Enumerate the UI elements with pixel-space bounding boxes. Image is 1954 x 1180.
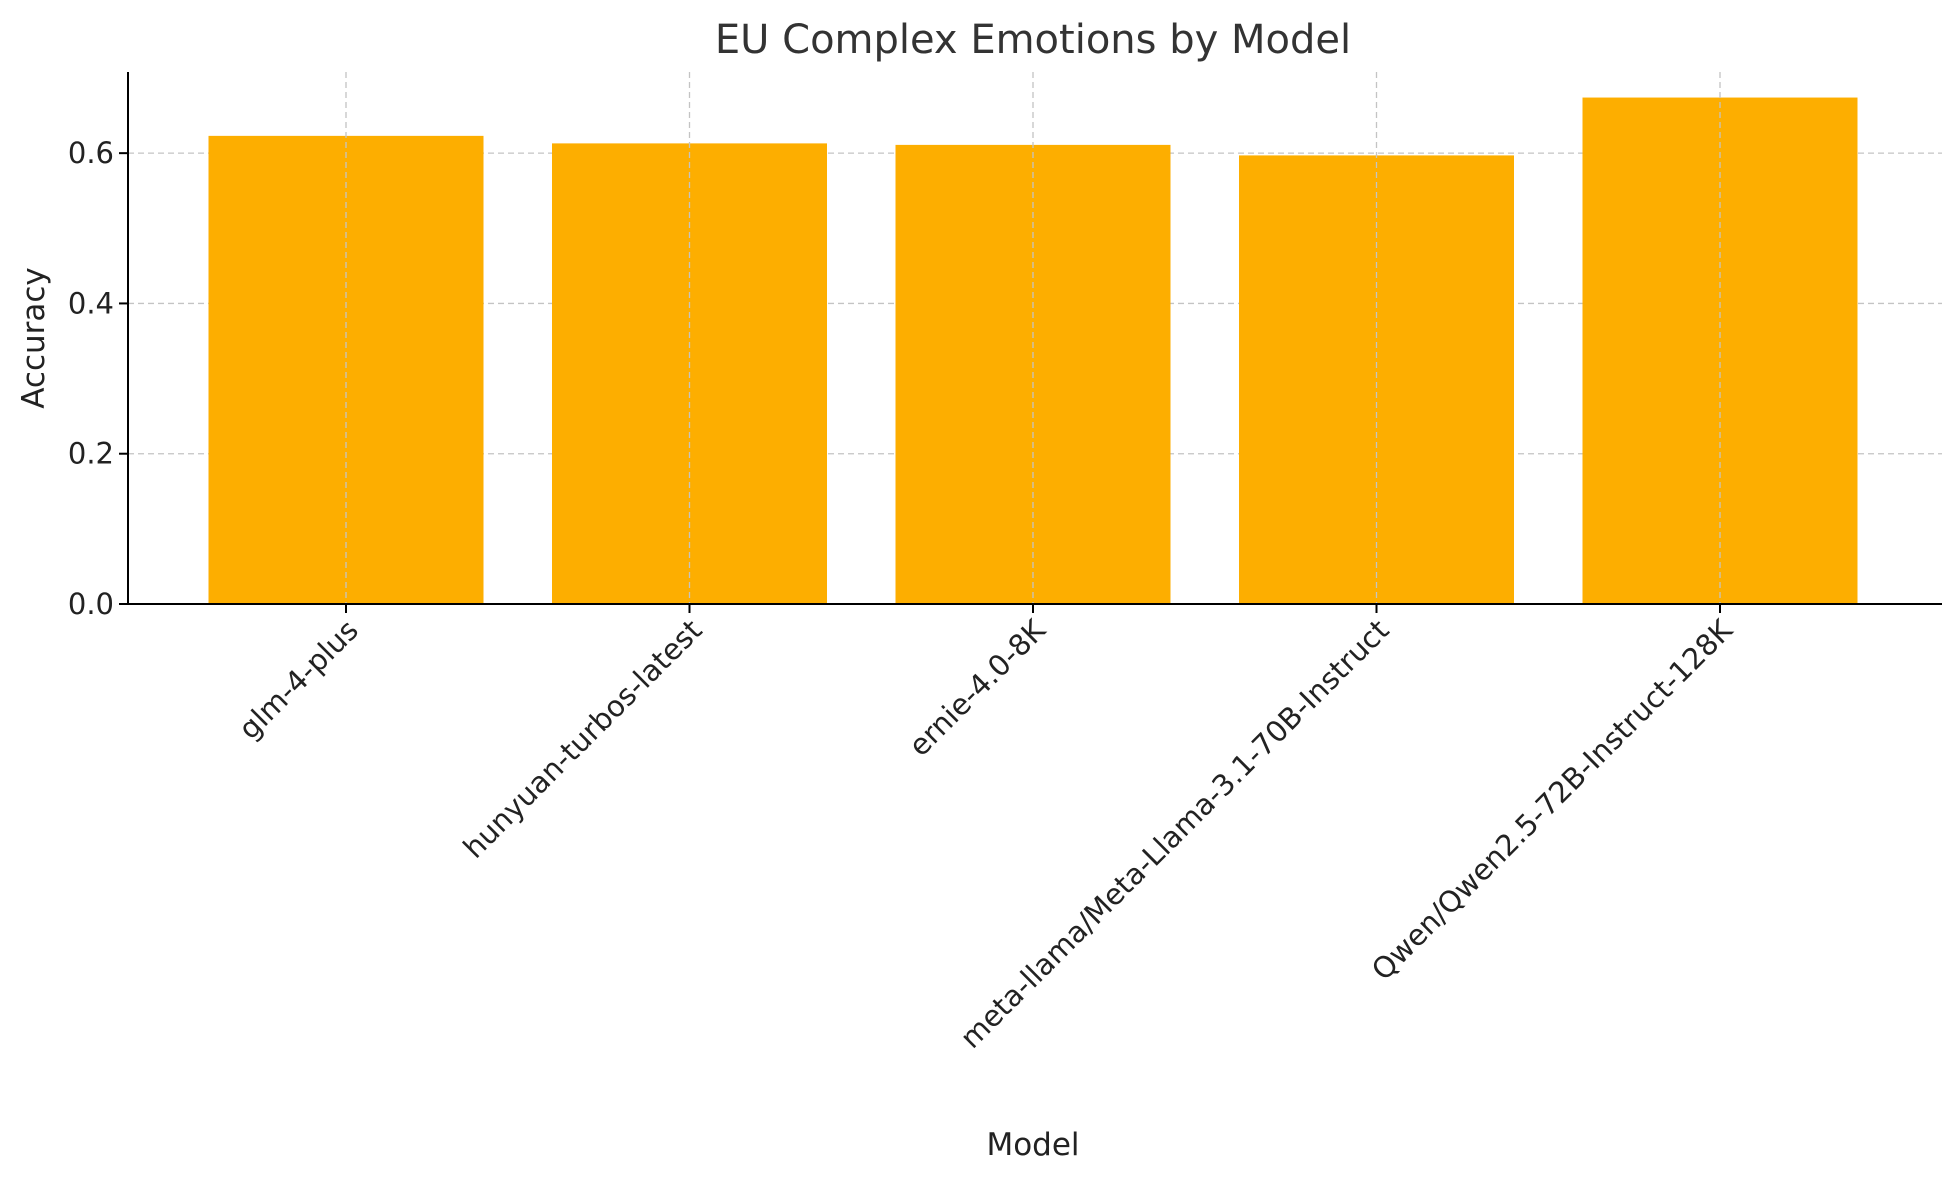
axes-layer (127, 72, 1942, 605)
y-axis-label: Accuracy (16, 267, 52, 409)
x-tick-label: meta-llama/Meta-Llama-3.1-70B-Instruct (953, 613, 1395, 1055)
vertical-grid-layer (345, 72, 1721, 604)
x-tick-label: glm-4-plus (232, 613, 365, 746)
x-tick-label: hunyuan-turbos-latest (457, 613, 709, 865)
bar (1239, 155, 1514, 604)
x-tick-label: Qwen/Qwen2.5-72B-Instruct-128K (1365, 612, 1740, 987)
y-tick-label: 0.0 (68, 587, 114, 621)
y-tick-label: 0.2 (68, 437, 114, 471)
y-tick-label: 0.4 (68, 286, 114, 320)
y-tick-label: 0.6 (68, 136, 114, 170)
x-tick-label: ernie-4.0-8K (902, 612, 1053, 763)
bars-layer (208, 97, 1858, 604)
bar (1582, 97, 1858, 604)
chart-title: EU Complex Emotions by Model (715, 17, 1351, 63)
x-axis-label: Model (986, 1127, 1079, 1163)
